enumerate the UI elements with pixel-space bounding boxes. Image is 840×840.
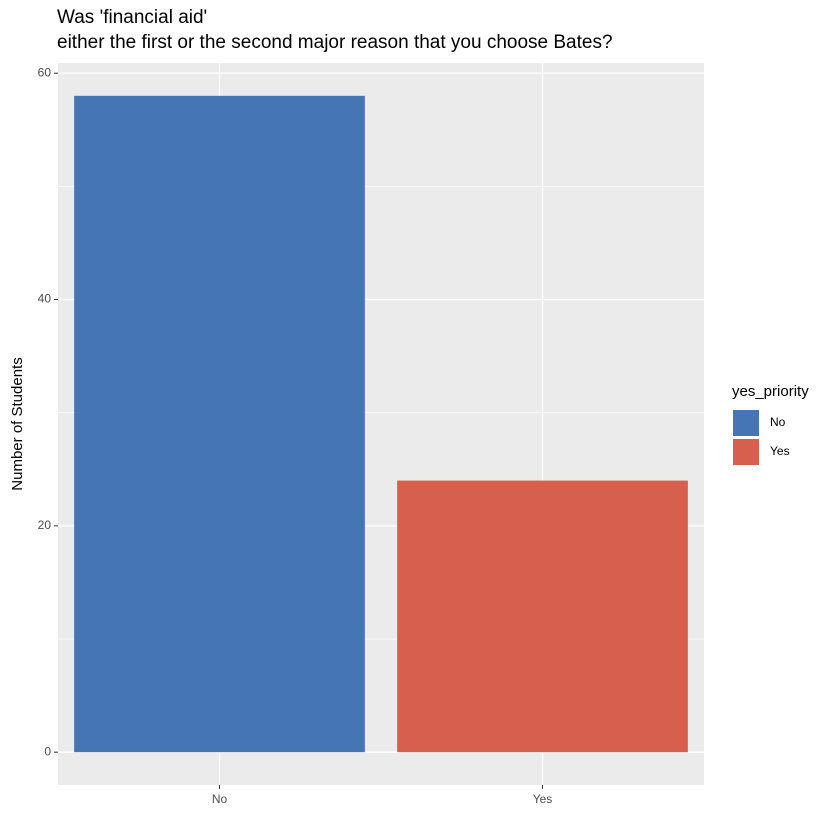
x-tick-label: Yes [533,792,553,806]
chart-title: either the first or the second major rea… [57,32,613,53]
legend-label: No [770,415,786,429]
legend-label: Yes [770,444,790,458]
chart-title: Was 'financial aid' [57,7,207,28]
bar [74,95,365,753]
y-tick-label: 40 [38,292,52,306]
legend-key [733,410,759,436]
bar [397,480,688,753]
y-axis-label: Number of Students [9,357,26,490]
legend-key [733,439,759,465]
x-tick-label: No [212,792,228,806]
y-tick-label: 0 [44,744,51,758]
legend-title: yes_priority [732,383,809,400]
y-tick-label: 20 [38,518,52,532]
y-tick-label: 60 [38,65,52,79]
